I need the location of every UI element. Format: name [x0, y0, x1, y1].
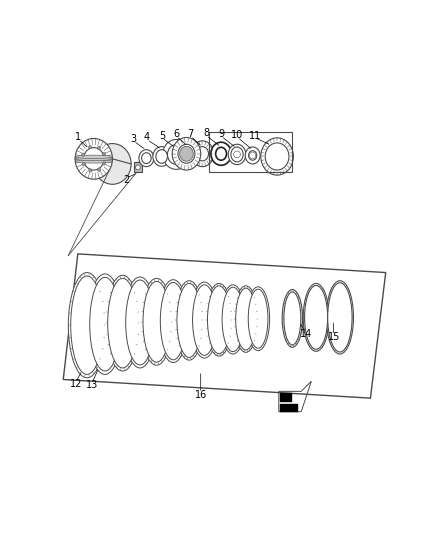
Ellipse shape — [228, 144, 246, 165]
Circle shape — [97, 146, 101, 150]
Text: 12: 12 — [70, 379, 82, 389]
Ellipse shape — [90, 277, 120, 371]
Ellipse shape — [75, 157, 113, 160]
Circle shape — [102, 161, 106, 165]
Text: 15: 15 — [328, 332, 340, 342]
Ellipse shape — [211, 142, 231, 165]
Circle shape — [82, 163, 85, 166]
Ellipse shape — [245, 147, 260, 164]
Ellipse shape — [304, 286, 328, 349]
Ellipse shape — [234, 286, 258, 352]
Ellipse shape — [250, 152, 256, 159]
Ellipse shape — [139, 150, 154, 167]
Ellipse shape — [249, 151, 257, 160]
Bar — [134, 162, 142, 172]
Ellipse shape — [143, 281, 170, 362]
Ellipse shape — [124, 277, 156, 368]
Text: 8: 8 — [203, 128, 209, 139]
Ellipse shape — [175, 281, 203, 360]
Ellipse shape — [87, 274, 123, 374]
Ellipse shape — [208, 286, 230, 354]
Text: 6: 6 — [173, 129, 179, 139]
Ellipse shape — [94, 143, 131, 184]
Text: 14: 14 — [300, 329, 312, 340]
Ellipse shape — [236, 288, 256, 350]
Ellipse shape — [248, 289, 268, 348]
Ellipse shape — [153, 147, 170, 166]
Ellipse shape — [141, 278, 172, 365]
Ellipse shape — [196, 147, 208, 161]
Circle shape — [88, 146, 92, 149]
Ellipse shape — [328, 282, 352, 352]
Ellipse shape — [206, 284, 232, 356]
Ellipse shape — [106, 275, 140, 371]
Text: 3: 3 — [131, 134, 137, 144]
Ellipse shape — [75, 160, 113, 163]
Circle shape — [233, 151, 240, 158]
Text: 2: 2 — [123, 175, 129, 185]
Ellipse shape — [231, 147, 243, 162]
Ellipse shape — [108, 278, 138, 368]
Ellipse shape — [215, 147, 226, 160]
Ellipse shape — [160, 282, 186, 360]
Circle shape — [81, 153, 85, 157]
Ellipse shape — [156, 150, 167, 163]
Ellipse shape — [75, 139, 113, 179]
Ellipse shape — [284, 292, 301, 345]
Text: 11: 11 — [249, 131, 261, 141]
Ellipse shape — [158, 280, 188, 362]
Ellipse shape — [303, 284, 329, 351]
Polygon shape — [63, 254, 386, 398]
Text: 1: 1 — [75, 132, 81, 142]
Ellipse shape — [126, 280, 154, 365]
Ellipse shape — [178, 144, 195, 163]
Ellipse shape — [180, 146, 193, 161]
Text: 7: 7 — [187, 129, 194, 139]
Circle shape — [135, 165, 140, 169]
Text: 10: 10 — [231, 130, 244, 140]
Ellipse shape — [261, 138, 293, 175]
Ellipse shape — [247, 287, 270, 351]
Ellipse shape — [68, 272, 106, 378]
Ellipse shape — [220, 285, 246, 354]
Circle shape — [97, 168, 101, 171]
Ellipse shape — [193, 285, 216, 356]
Bar — [209, 132, 292, 172]
Ellipse shape — [162, 140, 190, 169]
Ellipse shape — [282, 289, 303, 347]
Circle shape — [88, 169, 92, 172]
Ellipse shape — [71, 276, 103, 374]
Ellipse shape — [141, 153, 151, 164]
Ellipse shape — [191, 141, 214, 167]
Text: 16: 16 — [194, 390, 207, 400]
Text: 13: 13 — [86, 379, 98, 390]
Ellipse shape — [326, 281, 353, 354]
Ellipse shape — [191, 282, 219, 358]
Ellipse shape — [222, 287, 244, 352]
Circle shape — [102, 152, 106, 156]
Ellipse shape — [172, 138, 201, 170]
Ellipse shape — [75, 155, 113, 158]
Ellipse shape — [177, 284, 201, 358]
Ellipse shape — [265, 143, 289, 170]
Text: 5: 5 — [159, 131, 165, 141]
Text: 4: 4 — [144, 133, 150, 142]
Text: 9: 9 — [218, 129, 224, 139]
Ellipse shape — [84, 148, 104, 170]
Ellipse shape — [167, 144, 185, 164]
